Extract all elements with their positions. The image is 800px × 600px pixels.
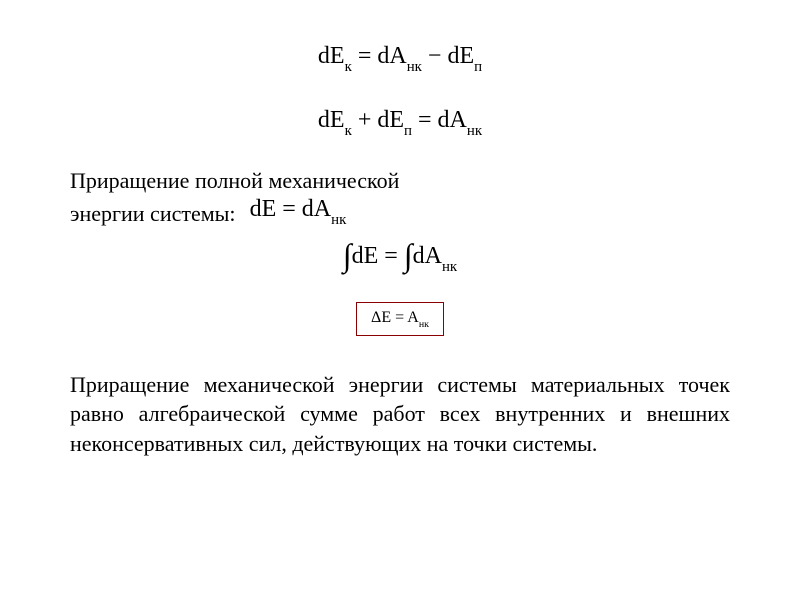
eq2-op1: + xyxy=(358,107,372,133)
eq1-lhs-var: dE xyxy=(318,43,345,69)
conclusion-text: Приращение механической энергии системы … xyxy=(70,370,730,459)
eq3-r-var: dA xyxy=(302,196,331,222)
eq4-b-var: dA xyxy=(413,243,442,269)
eq5-r-sub: нк xyxy=(419,319,429,330)
eq2-b-var: dE xyxy=(377,107,404,133)
integral-icon: ∫ xyxy=(404,237,413,274)
equals: = xyxy=(418,107,438,133)
equals: = xyxy=(282,196,302,222)
eq2-b-sub: п xyxy=(404,123,412,139)
eq2-r-var: dA xyxy=(438,107,467,133)
boxed-row: ΔE = Aнк xyxy=(70,302,730,336)
eq1-op: − xyxy=(428,43,442,69)
integral-icon: ∫ xyxy=(343,237,352,274)
eq3-r-sub: нк xyxy=(331,212,346,228)
eq1-t1-var: dA xyxy=(377,43,406,69)
equation-2: dEк + dEп = dAнк xyxy=(70,104,730,140)
eq1-t2-var: dE xyxy=(447,43,474,69)
equals: = xyxy=(395,309,407,326)
eq1-t1-sub: нк xyxy=(407,59,422,75)
equals: = xyxy=(384,243,404,269)
eq4-a: dE xyxy=(352,243,379,269)
eq2-r-sub: нк xyxy=(467,123,482,139)
eq1-t2-sub: п xyxy=(474,59,482,75)
eq4-b-sub: нк xyxy=(442,259,457,275)
eq1-lhs-sub: к xyxy=(345,59,352,75)
eq2-a-sub: к xyxy=(345,123,352,139)
equation-1: dEк = dAнк − dEп xyxy=(70,40,730,76)
equation-4: ∫dE = ∫dAнк xyxy=(70,239,730,276)
label-line2: энергии системы: xyxy=(70,201,236,227)
equation-5-box: ΔE = Aнк xyxy=(356,302,444,336)
equals: = xyxy=(358,43,378,69)
label-row: энергии системы: dE = dAнк xyxy=(70,196,730,227)
eq3-lhs: dE xyxy=(250,196,277,222)
eq5-r-var: A xyxy=(407,309,419,326)
equation-3: dE = dAнк xyxy=(250,196,347,227)
eq5-lhs: ΔE xyxy=(371,309,391,326)
label-line1: Приращение полной механической xyxy=(70,167,730,196)
eq2-a-var: dE xyxy=(318,107,345,133)
